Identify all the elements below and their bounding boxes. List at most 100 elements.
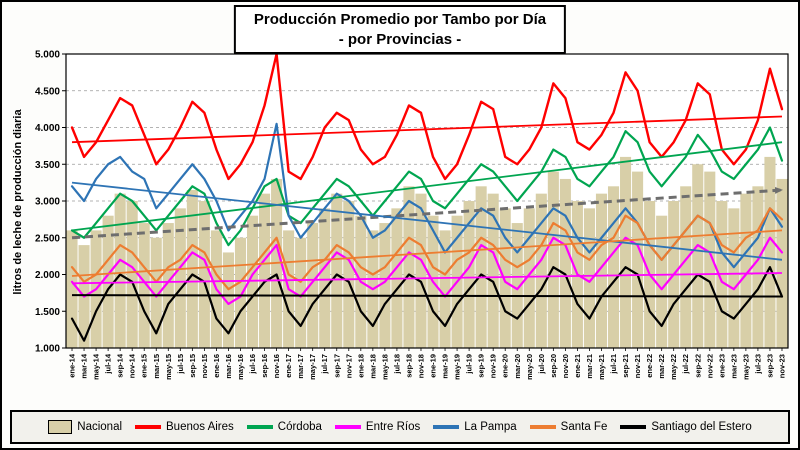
svg-text:nov-23: nov-23	[777, 354, 786, 378]
series-line-santa-fe	[70, 207, 784, 291]
svg-text:mar-16: mar-16	[224, 354, 233, 379]
trend-line-la-pampa	[71, 181, 783, 261]
svg-text:4.000: 4.000	[35, 123, 60, 134]
svg-text:jul-23: jul-23	[753, 354, 762, 375]
svg-text:jul-21: jul-21	[609, 354, 618, 375]
svg-text:jul-22: jul-22	[681, 354, 690, 375]
nacional-bar	[150, 237, 162, 348]
svg-text:may-20: may-20	[525, 354, 534, 380]
nacional-bar	[776, 178, 788, 348]
svg-text:jul-18: jul-18	[392, 354, 401, 375]
svg-text:nov-19: nov-19	[489, 354, 498, 378]
nacional-bar	[475, 186, 487, 348]
trend-line-nacional	[71, 186, 783, 240]
legend-swatch	[48, 420, 73, 434]
svg-text:3.000: 3.000	[35, 197, 60, 208]
nacional-bar	[138, 223, 150, 348]
nacional-bar	[319, 208, 331, 348]
svg-text:2.500: 2.500	[35, 233, 60, 244]
nacional-bar	[632, 171, 644, 348]
svg-text:mar-15: mar-15	[152, 354, 161, 379]
trend-line-santa-fe	[71, 229, 783, 277]
nacional-bar	[343, 201, 355, 348]
nacional-bar	[463, 201, 475, 348]
svg-text:3.500: 3.500	[35, 160, 60, 171]
svg-text:sep-18: sep-18	[404, 354, 413, 378]
legend-item-nacional: Nacional	[48, 420, 122, 434]
svg-text:mar-21: mar-21	[585, 354, 594, 379]
series-line-c-rdoba	[70, 126, 784, 247]
svg-text:ene-18: ene-18	[356, 354, 365, 378]
svg-text:ene-15: ene-15	[140, 354, 149, 378]
legend-label: Nacional	[77, 421, 123, 433]
svg-text:jul-16: jul-16	[248, 354, 257, 375]
svg-text:2.000: 2.000	[35, 270, 60, 281]
svg-text:nov-16: nov-16	[272, 354, 281, 378]
nacional-bar	[620, 156, 632, 348]
svg-text:may-21: may-21	[597, 354, 606, 380]
svg-text:jul-15: jul-15	[176, 354, 185, 375]
legend-label: La Pampa	[464, 421, 517, 433]
legend-swatch	[135, 425, 162, 429]
svg-text:may-15: may-15	[164, 354, 173, 380]
nacional-bar	[740, 193, 752, 348]
nacional-bar	[583, 208, 595, 348]
svg-text:mar-19: mar-19	[441, 354, 450, 379]
nacional-bar	[704, 171, 716, 348]
svg-text:jul-19: jul-19	[465, 354, 474, 375]
trend-line-buenos-aires	[71, 115, 783, 144]
svg-text:sep-16: sep-16	[260, 354, 269, 378]
nacional-bar	[234, 237, 247, 348]
legend-item-buenos-aires: Buenos Aires	[135, 421, 234, 433]
legend-swatch	[334, 425, 361, 429]
svg-text:jul-20: jul-20	[537, 354, 546, 375]
series-line-buenos-aires	[70, 52, 784, 181]
legend-label: Entre Ríos	[365, 421, 421, 433]
chart-legend: Nacional Buenos Aires Córdoba Entre Ríos La …	[10, 410, 790, 444]
legend-item-santiago-del-estero: Santiago del Estero	[620, 421, 752, 433]
svg-text:sep-20: sep-20	[549, 354, 558, 378]
nacional-bar	[511, 223, 523, 348]
chart-title-line2: - por Provincias -	[338, 30, 462, 48]
nacional-bar	[162, 223, 174, 348]
nacional-bar	[764, 156, 776, 348]
nacional-bar	[535, 193, 547, 348]
nacional-bar	[523, 208, 535, 348]
legend-item-santa-fe: Santa Fe	[529, 421, 607, 433]
legend-swatch	[246, 425, 273, 429]
svg-text:sep-15: sep-15	[188, 354, 197, 378]
nacional-bar	[307, 223, 319, 348]
svg-text:may-17: may-17	[308, 354, 317, 380]
legend-label: Córdoba	[277, 421, 322, 433]
svg-text:ene-19: ene-19	[429, 354, 438, 378]
nacional-bar	[559, 178, 571, 348]
legend-swatch	[620, 425, 647, 429]
svg-text:may-19: may-19	[453, 354, 462, 380]
trend-line-entre-r-os	[72, 272, 782, 285]
nacional-bar	[66, 230, 78, 348]
legend-swatch	[433, 425, 460, 429]
svg-text:nov-15: nov-15	[200, 354, 209, 378]
trend-line-santiago-del-estero	[72, 294, 782, 298]
nacional-bar	[246, 215, 259, 348]
svg-text:ene-22: ene-22	[645, 354, 654, 378]
svg-text:1.500: 1.500	[35, 307, 60, 318]
legend-item-la-pampa: La Pampa	[433, 421, 517, 433]
nacional-bar	[259, 193, 271, 348]
nacional-bar	[415, 193, 427, 348]
svg-text:mar-17: mar-17	[296, 354, 305, 379]
svg-text:may-14: may-14	[92, 353, 101, 380]
svg-text:may-18: may-18	[380, 354, 389, 380]
nacional-bar	[728, 208, 740, 348]
nacional-bar	[102, 215, 114, 348]
svg-text:nov-21: nov-21	[633, 354, 642, 378]
nacional-bar	[222, 252, 234, 348]
svg-text:nov-18: nov-18	[416, 354, 425, 378]
nacional-bar	[656, 215, 668, 348]
nacional-bar	[487, 193, 499, 348]
nacional-bar	[198, 201, 210, 348]
chart-title-line1: Producción Promedio por Tambo por Día	[253, 11, 547, 28]
svg-text:nov-20: nov-20	[561, 354, 570, 378]
svg-text:mar-14: mar-14	[80, 353, 89, 378]
